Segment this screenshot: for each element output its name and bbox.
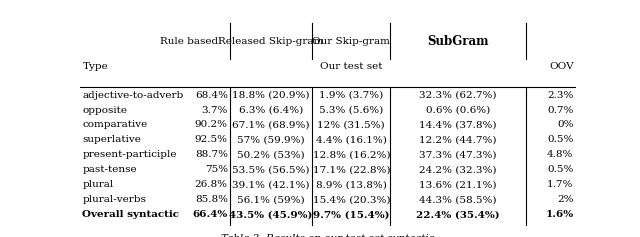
Text: 44.3% (58.5%): 44.3% (58.5%) — [419, 195, 497, 204]
Text: Released Skip-gram: Released Skip-gram — [218, 37, 324, 46]
Text: Rule based: Rule based — [160, 37, 218, 46]
Text: 15.4% (20.3%): 15.4% (20.3%) — [312, 195, 390, 204]
Text: Overall syntactic: Overall syntactic — [83, 210, 179, 219]
Text: 9.7% (15.4%): 9.7% (15.4%) — [313, 210, 390, 219]
Text: 57% (59.9%): 57% (59.9%) — [237, 136, 305, 145]
Text: Our test set: Our test set — [320, 62, 383, 71]
Text: 3.7%: 3.7% — [202, 105, 228, 114]
Text: 50.2% (53%): 50.2% (53%) — [237, 150, 305, 160]
Text: 53.5% (56.5%): 53.5% (56.5%) — [232, 165, 310, 174]
Text: 0.5%: 0.5% — [547, 165, 573, 174]
Text: 66.4%: 66.4% — [193, 210, 228, 219]
Text: 43.5% (45.9%): 43.5% (45.9%) — [229, 210, 313, 219]
Text: 24.2% (32.3%): 24.2% (32.3%) — [419, 165, 497, 174]
Text: 67.1% (68.9%): 67.1% (68.9%) — [232, 120, 310, 129]
Text: 0.5%: 0.5% — [547, 136, 573, 145]
Text: 88.7%: 88.7% — [195, 150, 228, 160]
Text: 8.9% (13.8%): 8.9% (13.8%) — [316, 180, 387, 189]
Text: 12% (31.5%): 12% (31.5%) — [317, 120, 385, 129]
Text: past-tense: past-tense — [83, 165, 137, 174]
Text: 26.8%: 26.8% — [195, 180, 228, 189]
Text: comparative: comparative — [83, 120, 148, 129]
Text: 68.4%: 68.4% — [195, 91, 228, 100]
Text: 12.2% (44.7%): 12.2% (44.7%) — [419, 136, 497, 145]
Text: 56.1% (59%): 56.1% (59%) — [237, 195, 305, 204]
Text: present-participle: present-participle — [83, 150, 177, 160]
Text: 90.2%: 90.2% — [195, 120, 228, 129]
Text: 1.6%: 1.6% — [545, 210, 573, 219]
Text: 17.1% (22.8%): 17.1% (22.8%) — [312, 165, 390, 174]
Text: 6.3% (6.4%): 6.3% (6.4%) — [239, 105, 303, 114]
Text: adjective-to-adverb: adjective-to-adverb — [83, 91, 184, 100]
Text: 5.3% (5.6%): 5.3% (5.6%) — [319, 105, 383, 114]
Text: 2%: 2% — [557, 195, 573, 204]
Text: plural: plural — [83, 180, 114, 189]
Text: plural-verbs: plural-verbs — [83, 195, 147, 204]
Text: Type: Type — [83, 62, 108, 71]
Text: SubGram: SubGram — [428, 35, 489, 48]
Text: 92.5%: 92.5% — [195, 136, 228, 145]
Text: 14.4% (37.8%): 14.4% (37.8%) — [419, 120, 497, 129]
Text: 32.3% (62.7%): 32.3% (62.7%) — [419, 91, 497, 100]
Text: 0%: 0% — [557, 120, 573, 129]
Text: 4.4% (16.1%): 4.4% (16.1%) — [316, 136, 387, 145]
Text: superlative: superlative — [83, 136, 141, 145]
Text: 22.4% (35.4%): 22.4% (35.4%) — [416, 210, 500, 219]
Text: 75%: 75% — [205, 165, 228, 174]
Text: 12.8% (16.2%): 12.8% (16.2%) — [312, 150, 390, 160]
Text: 0.7%: 0.7% — [547, 105, 573, 114]
Text: 2.3%: 2.3% — [547, 91, 573, 100]
Text: OOV: OOV — [549, 62, 573, 71]
Text: 37.3% (47.3%): 37.3% (47.3%) — [419, 150, 497, 160]
Text: 13.6% (21.1%): 13.6% (21.1%) — [419, 180, 497, 189]
Text: 0.6% (0.6%): 0.6% (0.6%) — [426, 105, 490, 114]
Text: opposite: opposite — [83, 105, 127, 114]
Text: 1.9% (3.7%): 1.9% (3.7%) — [319, 91, 383, 100]
Text: Table 3: Results on our test set syntactic: Table 3: Results on our test set syntact… — [221, 234, 435, 237]
Text: 4.8%: 4.8% — [547, 150, 573, 160]
Text: Our Skip-gram: Our Skip-gram — [312, 37, 390, 46]
Text: 85.8%: 85.8% — [195, 195, 228, 204]
Text: 18.8% (20.9%): 18.8% (20.9%) — [232, 91, 310, 100]
Text: 39.1% (42.1%): 39.1% (42.1%) — [232, 180, 310, 189]
Text: 1.7%: 1.7% — [547, 180, 573, 189]
